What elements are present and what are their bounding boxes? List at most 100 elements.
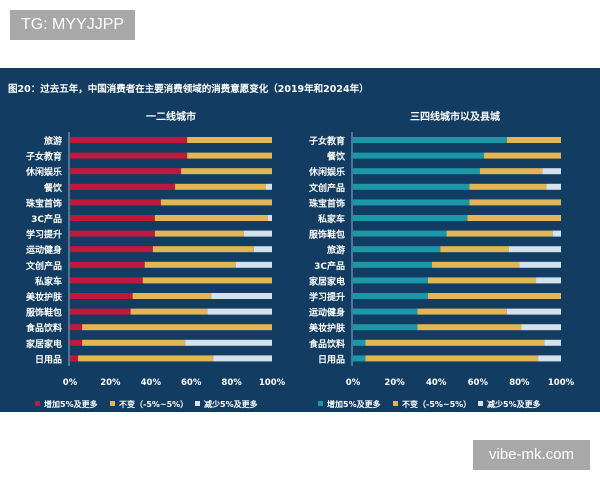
bar-segment-unchanged (506, 137, 561, 143)
bar-segment-decrease (243, 230, 272, 237)
bar-segment-increase (70, 277, 143, 284)
category-label: 文创产品 (308, 182, 345, 194)
legend-label: 增加5%及更多 (327, 399, 381, 409)
bar-segment-unchanged (417, 308, 507, 315)
bar-segment-increase (70, 246, 153, 253)
chart-main-title: 图20：过去五年，中国消费者在主要消费领域的消费意愿变化（2019年和2024年… (8, 83, 369, 95)
bar-segment-unchanged (479, 168, 543, 175)
bar-segment-unchanged (152, 246, 254, 253)
legend-swatch (478, 401, 483, 406)
bar-segment-increase (70, 339, 83, 346)
chart-svg: 图20：过去五年，中国消费者在主要消费领域的消费意愿变化（2019年和2024年… (8, 83, 575, 409)
bar-segment-unchanged (160, 199, 272, 206)
category-label: 私家车 (34, 275, 62, 287)
x-tick-label: 100% (259, 378, 286, 388)
bar-segment-increase (70, 293, 133, 299)
category-label: 日用品 (318, 354, 345, 365)
bar-segment-decrease (185, 339, 272, 346)
bar-segment-increase (353, 246, 441, 253)
category-label: 食品饮料 (25, 322, 62, 334)
category-label: 美妆护肤 (26, 291, 63, 303)
bar-segment-unchanged (446, 230, 553, 237)
bar-segment-decrease (546, 183, 561, 190)
category-label: 私家车 (317, 213, 345, 225)
legend-swatch (110, 401, 115, 406)
subchart-title: 三四线城市以及县城 (410, 110, 500, 123)
category-label: 子女教育 (309, 135, 345, 147)
watermark-top-left: TG: MYYJJPP (10, 10, 135, 40)
bar-segment-increase (353, 152, 485, 159)
bar-segment-decrease (253, 246, 272, 253)
category-label: 文创产品 (25, 260, 62, 272)
legend-label: 增加5%及更多 (44, 399, 98, 409)
legend-swatch (393, 401, 398, 406)
bar-segment-unchanged (144, 261, 236, 268)
bar-segment-decrease (538, 355, 561, 362)
bar-segment-decrease (207, 308, 272, 315)
bar-segment-increase (70, 199, 161, 206)
bar-segment-increase (353, 293, 428, 299)
bar-segment-unchanged (469, 183, 547, 190)
bar-segment-unchanged (82, 324, 273, 331)
bar-segment-unchanged (365, 339, 545, 346)
legend-label: 减少5%及更多 (487, 399, 541, 409)
bar-segment-increase (353, 215, 468, 221)
bar-segment-decrease (552, 230, 561, 237)
bar-segment-unchanged (130, 308, 208, 315)
bar-segment-decrease (542, 168, 561, 175)
x-tick-label: 60% (181, 378, 202, 388)
bar-segment-unchanged (154, 215, 268, 221)
legend-swatch (195, 401, 200, 406)
bar-segment-unchanged (427, 293, 561, 299)
category-label: 学习提升 (309, 291, 345, 303)
category-label: 珠宝首饰 (309, 197, 345, 209)
bar-segment-increase (353, 261, 433, 268)
legend-label: 不变（-5%~5%） (119, 399, 188, 409)
bar-segment-unchanged (187, 137, 272, 143)
chart-panel: 图20：过去五年，中国消费者在主要消费领域的消费意愿变化（2019年和2024年… (0, 68, 600, 412)
legend-label: 减少5%及更多 (204, 399, 258, 409)
watermark-bottom-right: vibe-mk.com (473, 440, 590, 470)
category-label: 旅游 (327, 244, 345, 256)
x-tick-label: 80% (509, 378, 530, 388)
bar-segment-unchanged (484, 152, 561, 159)
bar-segment-increase (353, 137, 507, 143)
legend-label: 不变（-5%~5%） (402, 399, 471, 409)
bar-segment-unchanged (187, 152, 272, 159)
bar-segment-increase (353, 183, 470, 190)
bar-segment-unchanged (78, 355, 214, 362)
category-label: 旅游 (44, 135, 62, 147)
bar-segment-unchanged (154, 230, 244, 237)
bar-segment-decrease (265, 183, 272, 190)
bar-segment-increase (353, 308, 418, 315)
category-label: 食品饮料 (308, 338, 345, 350)
x-tick-label: 60% (468, 378, 489, 388)
bar-segment-unchanged (142, 277, 272, 284)
bar-segment-increase (353, 230, 447, 237)
category-label: 3C产品 (314, 260, 345, 272)
bar-segment-increase (70, 168, 182, 175)
bar-segment-unchanged (132, 293, 212, 299)
bar-segment-decrease (509, 246, 561, 253)
bar-segment-increase (70, 324, 83, 331)
category-label: 日用品 (35, 354, 62, 365)
bar-segment-decrease (544, 339, 561, 346)
x-tick-label: 20% (384, 378, 405, 388)
bar-segment-decrease (211, 293, 272, 299)
bar-segment-unchanged (175, 183, 266, 190)
x-tick-label: 20% (100, 378, 121, 388)
bar-segment-decrease (519, 261, 561, 268)
bar-segment-unchanged (440, 246, 509, 253)
category-label: 珠宝首饰 (26, 197, 62, 209)
subchart-title: 一二线城市 (146, 110, 196, 123)
bar-segment-increase (70, 152, 188, 159)
category-label: 休闲娱乐 (308, 166, 345, 178)
category-label: 服饰鞋包 (309, 229, 345, 241)
bar-segment-unchanged (467, 215, 561, 221)
category-label: 服饰鞋包 (26, 307, 62, 319)
category-label: 休闲娱乐 (25, 166, 62, 178)
bar-segment-decrease (235, 261, 272, 268)
legend-swatch (35, 401, 40, 406)
category-label: 3C产品 (31, 213, 62, 225)
category-label: 学习提升 (26, 229, 62, 241)
